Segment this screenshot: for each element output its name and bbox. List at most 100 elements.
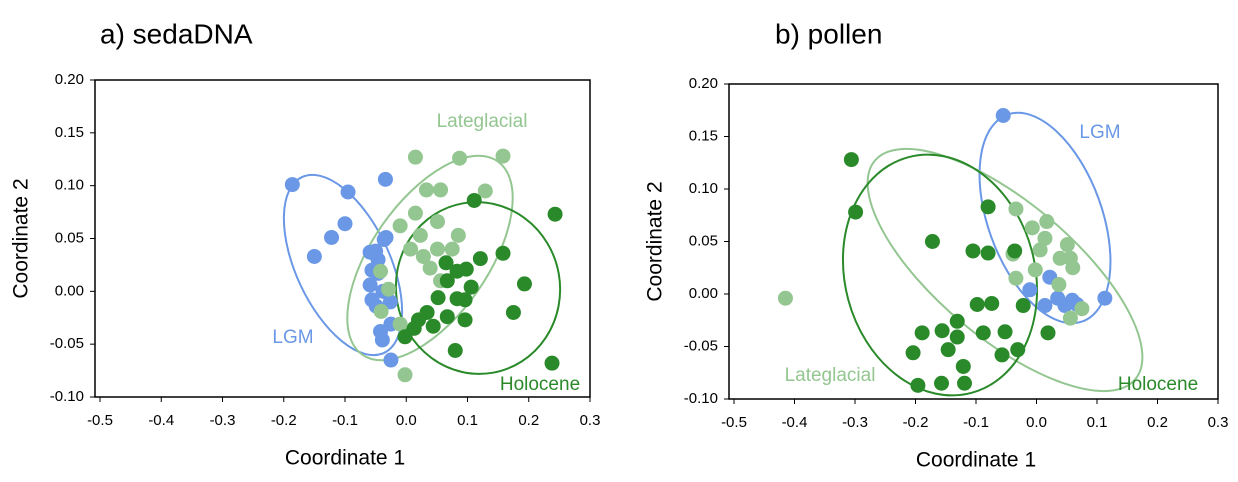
- y-tick-label: 0.20: [55, 71, 84, 88]
- ellipse-holocene: [841, 153, 1039, 397]
- point: [380, 281, 396, 297]
- point: [430, 290, 446, 306]
- plot-frame: [728, 83, 1219, 400]
- series-label: Holocene: [1118, 374, 1198, 395]
- point: [422, 260, 438, 276]
- point: [362, 244, 378, 260]
- point: [444, 241, 460, 257]
- point: [425, 318, 441, 334]
- point: [905, 345, 921, 361]
- point: [466, 192, 482, 208]
- point: [397, 329, 413, 345]
- point: [383, 352, 399, 368]
- point: [1024, 220, 1040, 236]
- point: [495, 148, 511, 164]
- y-tick-label: -0.10: [684, 390, 718, 407]
- point: [505, 304, 521, 320]
- point: [1062, 310, 1078, 326]
- point: [1059, 237, 1075, 253]
- x-tick-label: 0.2: [1147, 414, 1168, 431]
- series-label: Holocene: [500, 374, 580, 395]
- point: [373, 303, 389, 319]
- point: [477, 183, 493, 199]
- y-tick-label: 0.05: [55, 229, 84, 246]
- point: [418, 182, 434, 198]
- x-axis-title: Coordinate 1: [285, 447, 405, 470]
- point: [975, 325, 991, 341]
- series-label: Lateglacial: [437, 111, 528, 132]
- point: [1015, 298, 1031, 314]
- point: [407, 205, 423, 221]
- series-label: Lateglacial: [785, 365, 876, 386]
- y-tick-label: 0.20: [689, 75, 718, 92]
- x-tick-label: -0.4: [148, 412, 174, 429]
- point: [429, 241, 445, 257]
- x-tick-label: -0.5: [721, 414, 747, 431]
- point: [362, 277, 378, 293]
- point: [910, 377, 926, 393]
- y-axis-title: Coordinate 2: [10, 178, 33, 298]
- point: [392, 218, 408, 234]
- point: [1032, 242, 1048, 258]
- y-tick-label: 0.15: [55, 124, 84, 141]
- point: [439, 273, 455, 289]
- point: [1007, 243, 1023, 259]
- point: [934, 323, 950, 339]
- point: [324, 229, 340, 245]
- point: [438, 255, 454, 271]
- x-tick-label: 0.1: [457, 412, 478, 429]
- point: [378, 229, 394, 245]
- point: [450, 227, 466, 243]
- point: [1008, 201, 1024, 217]
- chart-title: b) pollen: [775, 18, 882, 49]
- point: [439, 309, 455, 325]
- y-tick-label: 0.10: [55, 177, 84, 194]
- point: [957, 375, 973, 391]
- point: [1064, 292, 1080, 308]
- point: [340, 184, 356, 200]
- point: [377, 171, 393, 187]
- point: [1027, 262, 1043, 278]
- point: [306, 248, 322, 264]
- point: [373, 263, 389, 279]
- x-tick-label: -0.4: [782, 414, 808, 431]
- point: [337, 216, 353, 232]
- point: [447, 343, 463, 359]
- point: [1010, 342, 1026, 358]
- x-tick-label: 0.1: [1087, 414, 1108, 431]
- point: [457, 312, 473, 328]
- point: [1051, 277, 1067, 293]
- x-tick-label: -0.2: [903, 414, 929, 431]
- point: [415, 248, 431, 264]
- point: [449, 263, 465, 279]
- point: [382, 294, 398, 310]
- point: [407, 149, 423, 165]
- ellipses: [282, 111, 1144, 397]
- point: [403, 241, 419, 257]
- point: [495, 245, 511, 261]
- point: [1074, 301, 1090, 317]
- x-tick-label: -0.3: [842, 414, 868, 431]
- x-axis-title: Coordinate 1: [916, 449, 1036, 472]
- y-tick-label: -0.10: [50, 388, 84, 405]
- x-tick-label: -0.2: [271, 412, 297, 429]
- x-tick-label: 0.0: [1026, 414, 1047, 431]
- x-tick-label: 0.0: [396, 412, 417, 429]
- point: [1037, 298, 1053, 314]
- point: [980, 199, 996, 215]
- point: [412, 227, 428, 243]
- y-tick-label: 0.00: [55, 282, 84, 299]
- point: [994, 347, 1010, 363]
- point: [843, 152, 859, 168]
- point: [955, 358, 971, 374]
- point: [1052, 250, 1068, 266]
- point: [965, 243, 981, 259]
- y-tick-label: -0.05: [684, 337, 718, 354]
- point: [934, 375, 950, 391]
- y-tick-label: 0.00: [689, 285, 718, 302]
- point: [433, 182, 449, 198]
- point: [969, 297, 985, 312]
- point: [997, 324, 1013, 340]
